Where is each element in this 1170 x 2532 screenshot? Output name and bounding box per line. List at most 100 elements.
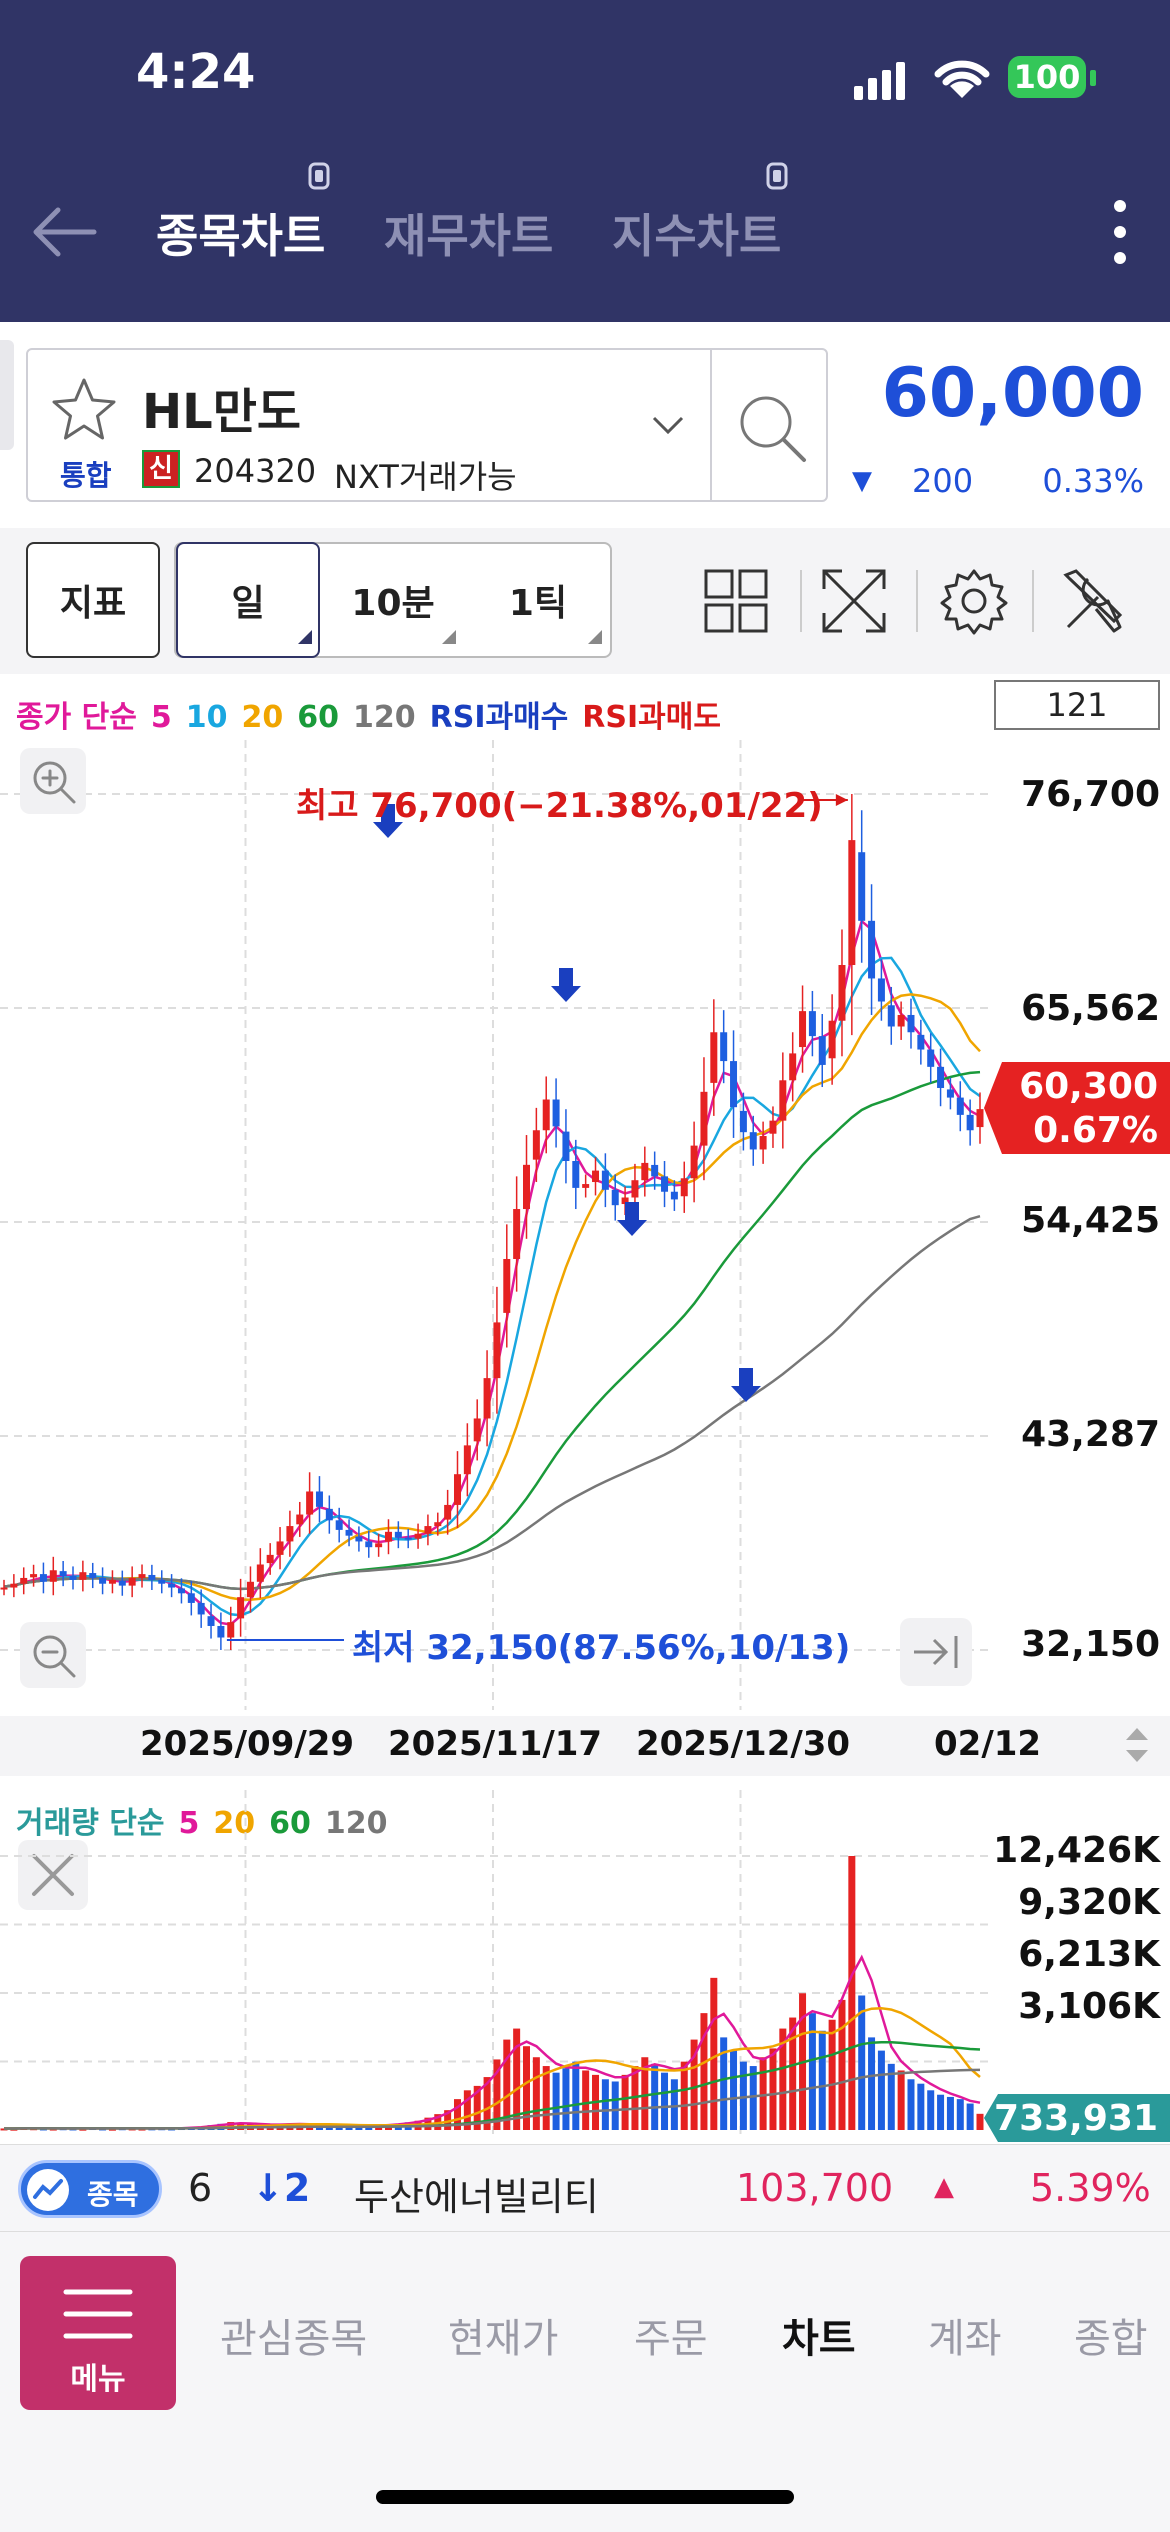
candle [49, 1570, 57, 1582]
tools-icon[interactable] [1058, 565, 1130, 637]
moving-average-line [3, 956, 981, 1617]
volume-bar [444, 2110, 452, 2130]
candle [868, 920, 876, 979]
volume-bar [868, 2037, 876, 2130]
volume-bar [976, 2113, 984, 2130]
period-10min-button[interactable]: 10분 [351, 583, 435, 624]
volume-bar [345, 2126, 353, 2130]
candle [976, 1109, 984, 1128]
nav-order[interactable]: 주문 [634, 2316, 708, 2362]
ticker-bar[interactable] [0, 2144, 1170, 2232]
expand-icon[interactable] [818, 565, 890, 637]
volume-bar [601, 2079, 609, 2130]
chevron-down-icon[interactable] [650, 412, 686, 436]
tab-stock-chart[interactable]: 종목차트 [156, 209, 326, 263]
ticker-badge-label: 종목 [87, 2178, 139, 2211]
close-icon [32, 1854, 74, 1896]
candle [10, 1583, 18, 1588]
candle [739, 1110, 747, 1133]
side-handle[interactable] [0, 340, 14, 450]
nav-chart[interactable]: 차트 [782, 2316, 856, 2362]
back-arrow-icon[interactable] [28, 204, 100, 260]
price-axis: 76,700 65,562 54,425 43,287 32,150 [990, 680, 1170, 1716]
candle [927, 1049, 935, 1067]
stock-selector[interactable] [26, 348, 828, 502]
volume-tick: 12,426K [993, 1830, 1160, 1871]
volume-bar [503, 2039, 511, 2130]
candle [799, 1011, 807, 1048]
zoom-out-button[interactable] [20, 1622, 86, 1688]
nav-overview[interactable]: 종합 [1074, 2316, 1148, 2362]
volume-bar [670, 2079, 678, 2130]
period-day-button[interactable]: 일 [176, 542, 320, 658]
candle [394, 1531, 402, 1538]
tab-index-chart[interactable]: 지수차트 [612, 209, 782, 263]
candle [138, 1574, 146, 1578]
volume-bar [335, 2126, 343, 2130]
zoom-out-icon [33, 1635, 76, 1678]
nav-current-price[interactable]: 현재가 [448, 2316, 559, 2362]
volume-bar [542, 2066, 550, 2130]
volume-bar [483, 2077, 491, 2130]
volume-bar [611, 2081, 619, 2130]
candle [276, 1541, 284, 1555]
volume-bar [710, 1977, 718, 2130]
candle [848, 840, 856, 966]
volume-bar [651, 2063, 659, 2130]
candle [335, 1520, 343, 1530]
nav-account[interactable]: 계좌 [928, 2316, 1002, 2362]
copy-icon [308, 162, 330, 190]
sort-icon[interactable] [1122, 1722, 1152, 1768]
volume-bar [621, 2074, 629, 2130]
volume-bar [808, 2013, 816, 2130]
volume-bar [562, 2068, 570, 2130]
indicator-button[interactable]: 지표 [26, 542, 160, 658]
date-label: 2025/09/29 [140, 1724, 355, 1764]
candle [651, 1164, 659, 1177]
candle [148, 1574, 156, 1580]
candle [641, 1162, 649, 1181]
rsi-signal-arrow [373, 804, 403, 838]
gear-icon[interactable] [938, 565, 1010, 637]
candle [79, 1572, 87, 1580]
volume-chart[interactable] [0, 1790, 990, 2136]
corner-marker [442, 630, 456, 644]
candle [779, 1080, 787, 1121]
candle [296, 1514, 304, 1525]
close-volume-button[interactable] [18, 1840, 88, 1910]
search-icon[interactable] [734, 390, 810, 466]
candle [808, 1011, 816, 1037]
candle [690, 1145, 698, 1179]
volume-bar [887, 2063, 895, 2130]
menu-button[interactable]: 메뉴 [20, 2256, 176, 2410]
tab-financial-chart[interactable]: 재무차트 [384, 209, 554, 263]
scroll-to-end-button[interactable] [900, 1618, 972, 1686]
ticker-rank: 6 [188, 2166, 213, 2210]
volume-legend-item: 5 [178, 1806, 200, 1841]
candle [286, 1526, 294, 1542]
ticker-price: 103,700 [736, 2166, 894, 2210]
zoom-in-button[interactable] [20, 748, 86, 814]
candle [503, 1258, 511, 1313]
volume-bar [759, 2057, 767, 2130]
star-icon[interactable] [48, 374, 120, 446]
current-price-tag-value: 60,300 [1019, 1066, 1158, 1107]
candle [197, 1602, 205, 1615]
ticker-pct: 5.39% [1030, 2166, 1151, 2210]
volume-bar [897, 2070, 905, 2130]
candle [246, 1581, 254, 1598]
high-annotation: 최고 76,700(−21.38%,01/22) [296, 786, 823, 826]
battery-indicator: 100 [1008, 56, 1086, 98]
layout-grid-icon[interactable] [700, 565, 772, 637]
price-tick: 54,425 [1021, 1200, 1160, 1241]
more-menu-icon[interactable] [1100, 196, 1140, 268]
volume-bar [493, 2059, 501, 2130]
nav-watchlist[interactable]: 관심종목 [220, 2316, 368, 2362]
candle-count[interactable]: 121 [994, 680, 1160, 730]
ticker-badge[interactable]: 종목 [18, 2160, 162, 2218]
price-chart[interactable] [0, 740, 990, 1710]
candle [493, 1322, 501, 1379]
period-1tick-button[interactable]: 1틱 [508, 583, 568, 624]
volume-bar [108, 2128, 116, 2131]
low-annotation: 최저 32,150(87.56%,10/13) [352, 1628, 851, 1668]
